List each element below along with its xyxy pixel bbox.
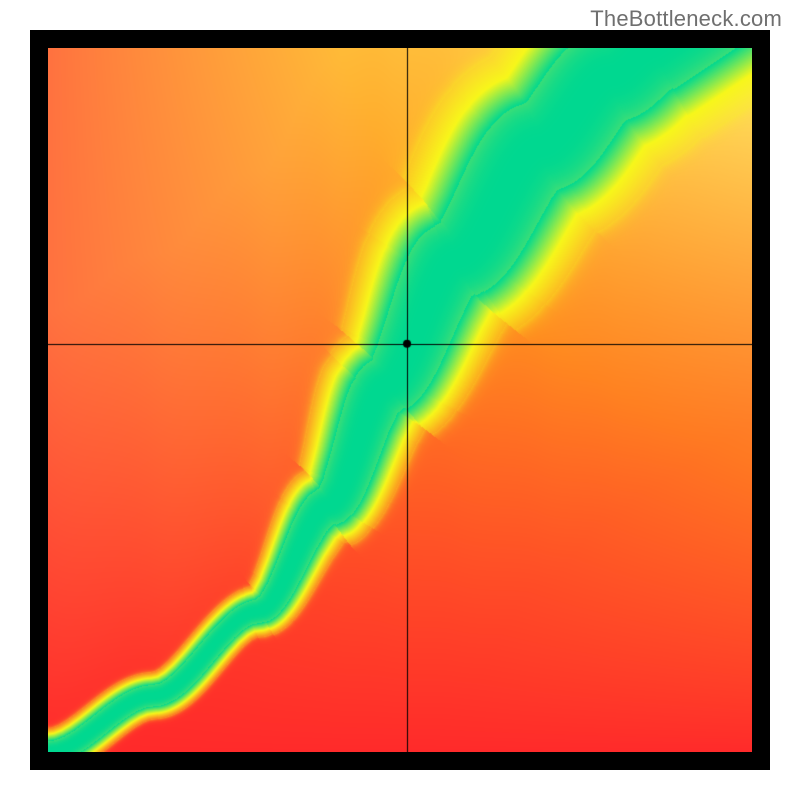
plot-frame <box>30 30 770 770</box>
heatmap-canvas <box>48 48 752 752</box>
chart-wrapper: TheBottleneck.com <box>0 0 800 800</box>
plot-inner <box>48 48 752 752</box>
attribution-text: TheBottleneck.com <box>590 6 782 32</box>
